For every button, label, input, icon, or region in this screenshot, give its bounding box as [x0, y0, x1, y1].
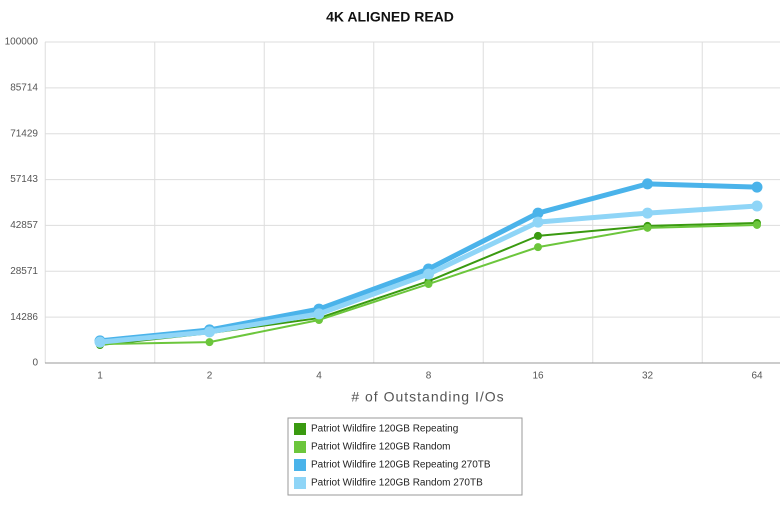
data-point — [643, 223, 652, 232]
data-point — [751, 181, 763, 193]
data-point — [532, 216, 544, 228]
legend-label: Patriot Wildfire 120GB Repeating 270TB — [311, 460, 491, 471]
data-point — [423, 268, 434, 280]
legend-box — [287, 417, 523, 496]
x-tick-label: 64 — [751, 371, 763, 382]
y-tick-label: 71429 — [10, 128, 38, 139]
legend-label: Patriot Wildfire 120GB Repeating — [311, 424, 458, 435]
data-point — [424, 280, 433, 289]
data-point — [205, 338, 214, 347]
data-point — [751, 200, 763, 212]
legend-swatch — [294, 477, 306, 489]
data-point — [532, 207, 544, 219]
data-point — [642, 207, 653, 219]
x-tick-label: 4 — [316, 371, 322, 382]
data-point — [534, 243, 542, 252]
legend-swatch — [294, 423, 306, 435]
chart-title: 4K ALIGNED READ — [326, 9, 454, 25]
y-tick-label: 0 — [32, 358, 38, 369]
x-tick-label: 16 — [532, 371, 544, 382]
data-point — [204, 326, 215, 338]
y-tick-label: 28571 — [10, 266, 38, 277]
data-point — [94, 336, 106, 348]
x-tick-label: 2 — [207, 371, 213, 382]
legend-swatch — [294, 459, 306, 471]
y-tick-label: 85714 — [10, 82, 38, 93]
data-point — [313, 308, 325, 320]
x-axis-label: # of Outstanding I/Os — [351, 389, 504, 405]
x-tick-label: 32 — [642, 371, 654, 382]
y-tick-label: 42857 — [10, 220, 38, 231]
x-tick-label: 1 — [97, 371, 103, 382]
y-tick-label: 57143 — [10, 174, 38, 185]
data-point — [534, 231, 542, 240]
y-tick-label: 100000 — [5, 37, 39, 48]
data-point — [642, 178, 653, 190]
legend-label: Patriot Wildfire 120GB Random — [311, 442, 451, 453]
legend-swatch — [294, 441, 306, 453]
legend-label: Patriot Wildfire 120GB Random 270TB — [311, 478, 483, 489]
data-point — [753, 220, 761, 229]
y-tick-label: 14286 — [10, 312, 38, 323]
x-tick-label: 8 — [426, 371, 432, 382]
